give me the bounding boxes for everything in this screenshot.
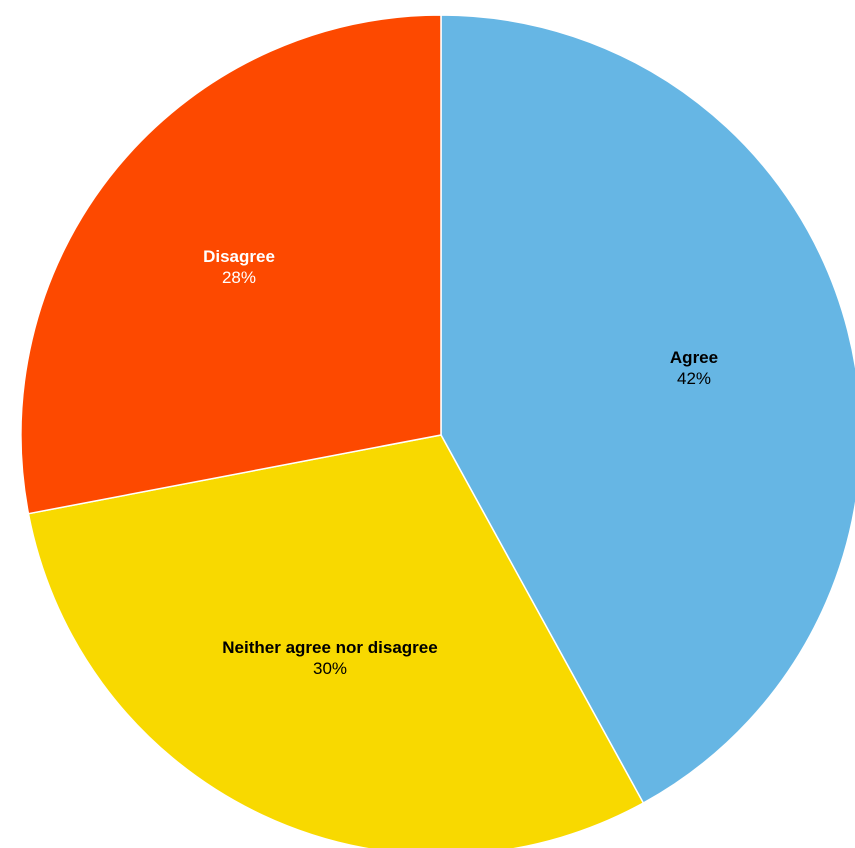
pie-slice-neither [27, 434, 645, 848]
pie-slice-disagree [20, 14, 442, 515]
slice-label-neither-name: Neither agree nor disagree [222, 638, 438, 657]
slice-label-agree-name: Agree [669, 348, 719, 367]
slice-label-disagree-value: 28% [221, 268, 257, 287]
slice-label-neither: Neither agree nor disagree 30% [215, 637, 445, 679]
slice-label-disagree-name: Disagree [203, 247, 275, 266]
slice-label-neither-value: 30% [312, 659, 348, 678]
slice-label-disagree: Disagree 28% [203, 246, 275, 288]
slice-label-agree: Agree 42% [670, 347, 718, 389]
pie-slice-agree [440, 14, 855, 804]
slice-label-agree-value: 42% [676, 369, 712, 388]
